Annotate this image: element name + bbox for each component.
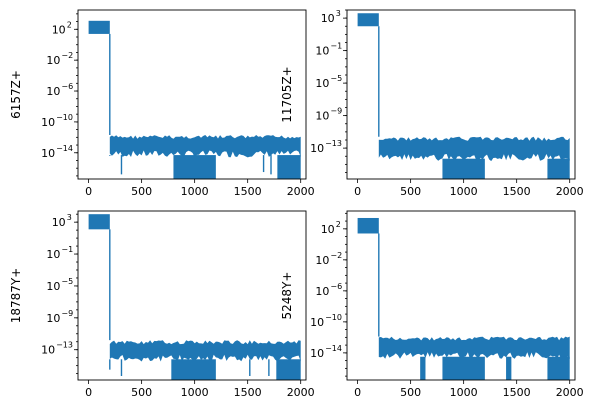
y-tick-label: 10 — [315, 45, 329, 58]
y-tick-label: 10 — [321, 12, 335, 25]
y-tick-label: 10 — [310, 142, 324, 155]
deep-dropout-region — [173, 155, 216, 179]
axes-frame — [346, 9, 576, 180]
y-tick-exponent: −9 — [330, 107, 342, 116]
y-tick-label: 10 — [52, 216, 66, 229]
x-tick-label: 2000 — [556, 386, 584, 399]
y-tick-label: 10 — [46, 280, 60, 293]
x-tick-label: 1500 — [234, 386, 262, 399]
y-tick-label: 10 — [310, 316, 324, 329]
y-tick-exponent: −10 — [56, 113, 73, 122]
high-value-band — [357, 13, 379, 27]
y-tick-exponent: 2 — [336, 220, 341, 229]
y-tick-exponent: −1 — [61, 245, 73, 254]
axes-frame — [77, 210, 307, 381]
y-tick-label: 10 — [41, 116, 55, 129]
x-tick-label: 0 — [85, 386, 92, 399]
y-axis-label: 11705Z+ — [280, 66, 294, 122]
x-tick-label: 2000 — [287, 185, 315, 198]
noise-floor-band — [109, 135, 301, 158]
x-tick-label: 2000 — [287, 386, 315, 399]
noise-floor-band — [378, 136, 570, 162]
x-tick-label: 1000 — [181, 386, 209, 399]
axes-frame — [346, 210, 576, 381]
y-tick-label: 10 — [41, 344, 55, 357]
x-tick-label: 1500 — [503, 185, 531, 198]
axes-frame — [77, 9, 307, 180]
deep-dropout-region — [276, 359, 301, 380]
y-axis-label: 18787Y+ — [9, 268, 23, 324]
noise-floor-band — [109, 340, 301, 362]
deep-dropout-region — [506, 356, 512, 380]
deep-dropout-region — [547, 356, 570, 380]
y-tick-exponent: −1 — [330, 42, 342, 51]
y-tick-exponent: 3 — [336, 9, 341, 18]
x-tick-label: 0 — [354, 185, 361, 198]
y-axis-label: 6157Z+ — [9, 70, 23, 119]
x-tick-label: 1000 — [450, 185, 478, 198]
y-tick-label: 10 — [315, 254, 329, 267]
y-tick-label: 10 — [46, 248, 60, 261]
x-tick-label: 1500 — [234, 185, 262, 198]
x-tick-label: 1000 — [450, 386, 478, 399]
plot-area — [88, 20, 301, 179]
y-tick-label: 10 — [315, 77, 329, 90]
plot-area — [357, 217, 570, 380]
noise-floor-band — [378, 336, 570, 359]
x-tick-label: 0 — [85, 185, 92, 198]
y-tick-exponent: −5 — [61, 277, 73, 286]
y-tick-label: 10 — [46, 54, 60, 67]
y-tick-label: 10 — [41, 147, 55, 160]
x-tick-label: 0 — [354, 386, 361, 399]
y-tick-label: 10 — [315, 110, 329, 123]
y-tick-label: 10 — [52, 23, 66, 36]
x-tick-label: 1500 — [503, 386, 531, 399]
y-tick-exponent: −9 — [61, 309, 73, 318]
y-tick-label: 10 — [310, 347, 324, 360]
x-tick-label: 500 — [400, 185, 421, 198]
y-tick-exponent: −14 — [56, 144, 73, 153]
deep-dropout-region — [171, 359, 216, 380]
x-tick-label: 500 — [131, 185, 152, 198]
high-value-band — [357, 217, 379, 234]
y-axis-label: 5248Y+ — [280, 272, 294, 320]
deep-dropout-region — [442, 356, 485, 380]
high-value-band — [88, 214, 110, 230]
y-tick-exponent: −10 — [325, 313, 342, 322]
y-tick-exponent: −2 — [61, 51, 73, 60]
y-tick-exponent: 3 — [67, 213, 72, 222]
plot-area — [357, 13, 570, 179]
y-tick-exponent: −2 — [330, 251, 342, 260]
deep-dropout-region — [547, 158, 570, 179]
y-tick-exponent: −14 — [325, 344, 342, 353]
y-tick-exponent: −5 — [330, 74, 342, 83]
y-tick-exponent: −13 — [56, 341, 73, 350]
x-tick-label: 500 — [400, 386, 421, 399]
y-tick-label: 10 — [46, 312, 60, 325]
y-tick-exponent: 2 — [67, 20, 72, 29]
y-tick-label: 10 — [46, 85, 60, 98]
y-tick-label: 10 — [321, 223, 335, 236]
y-tick-label: 10 — [315, 285, 329, 298]
x-tick-label: 1000 — [181, 185, 209, 198]
high-value-band — [88, 20, 110, 34]
deep-dropout-region — [277, 155, 301, 179]
deep-dropout-region — [442, 158, 485, 179]
y-tick-exponent: −6 — [330, 282, 342, 291]
x-tick-label: 2000 — [556, 185, 584, 198]
y-tick-exponent: −13 — [325, 139, 342, 148]
x-tick-label: 500 — [131, 386, 152, 399]
deep-dropout-region — [420, 356, 426, 380]
plot-area — [88, 214, 301, 380]
y-tick-exponent: −6 — [61, 82, 73, 91]
